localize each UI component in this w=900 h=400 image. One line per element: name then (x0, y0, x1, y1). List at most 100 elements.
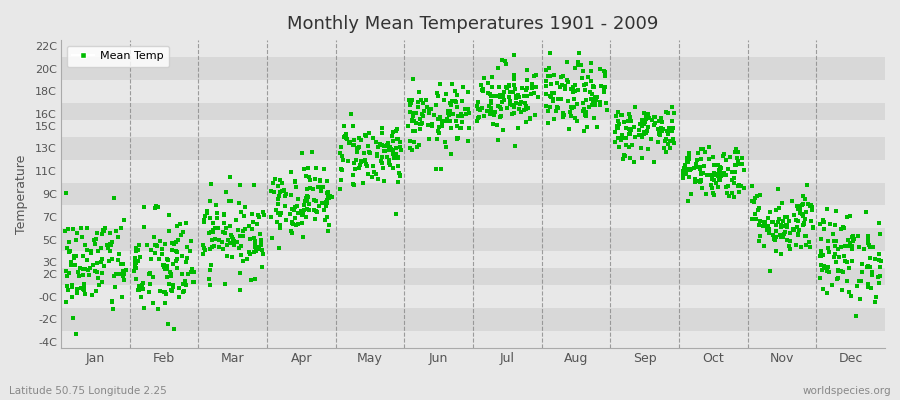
Point (840, 214, 854, 220)
Point (587, 84, 601, 90)
Point (164, 271, 178, 277)
Point (691, 150, 706, 156)
Point (715, 172, 729, 178)
Point (59, 298, 74, 305)
Point (868, 298, 883, 305)
Point (680, 158, 695, 165)
Point (220, 242, 234, 248)
Point (713, 168, 727, 175)
Point (164, 287, 178, 293)
Point (68, 252, 83, 259)
Point (491, 64, 505, 71)
Point (443, 108, 457, 115)
Point (804, 202, 818, 208)
Point (687, 165, 701, 171)
Point (284, 169, 299, 176)
Point (501, 82, 516, 88)
Point (169, 248, 184, 254)
Point (665, 118, 680, 124)
Point (583, 78, 598, 84)
Point (362, 149, 376, 156)
Point (245, 226, 259, 232)
Bar (61, 137, 885, 160)
Point (292, 196, 306, 202)
Point (616, 152, 631, 158)
Point (798, 196, 813, 202)
Point (407, 139, 421, 145)
Point (751, 206, 765, 213)
Point (492, 93, 507, 100)
Point (384, 146, 399, 152)
Point (659, 109, 673, 116)
Point (445, 98, 459, 104)
Point (270, 183, 284, 189)
Point (507, 104, 521, 110)
Point (523, 116, 537, 122)
Point (386, 165, 400, 172)
Point (307, 197, 321, 204)
Point (503, 98, 517, 104)
Point (461, 106, 475, 112)
Point (719, 183, 733, 190)
Point (65, 284, 79, 290)
Point (63, 262, 77, 268)
Point (845, 237, 859, 244)
Point (62, 270, 77, 276)
Point (231, 200, 246, 206)
Point (80, 267, 94, 273)
Point (653, 126, 668, 132)
Point (796, 220, 811, 227)
Point (80, 225, 94, 231)
Point (688, 160, 703, 167)
Point (707, 171, 722, 177)
Point (284, 206, 299, 212)
Point (820, 264, 834, 270)
Point (773, 224, 788, 230)
Point (402, 99, 417, 106)
Point (448, 88, 463, 94)
Point (229, 238, 243, 245)
Point (640, 128, 654, 134)
Point (104, 297, 119, 304)
Point (541, 120, 555, 126)
Point (680, 157, 694, 164)
Point (288, 178, 302, 185)
Point (621, 131, 635, 138)
Point (365, 135, 380, 141)
Point (825, 231, 840, 238)
Point (821, 238, 835, 244)
Point (711, 173, 725, 180)
Point (112, 250, 127, 257)
Point (130, 265, 144, 272)
Point (64, 259, 78, 265)
Point (598, 100, 613, 107)
Point (539, 103, 554, 109)
Point (94, 270, 109, 276)
Point (358, 132, 373, 139)
Point (860, 240, 875, 246)
Point (358, 132, 373, 138)
Point (634, 145, 648, 151)
Point (242, 248, 256, 255)
Point (694, 171, 708, 178)
Point (782, 243, 796, 249)
Point (153, 238, 167, 244)
Point (211, 225, 225, 232)
Point (141, 288, 156, 295)
Point (308, 175, 322, 182)
Point (713, 174, 727, 180)
Point (385, 147, 400, 153)
Point (508, 143, 522, 150)
Point (816, 286, 831, 292)
Point (169, 249, 184, 256)
Point (409, 120, 423, 126)
Point (268, 207, 283, 213)
Point (444, 125, 458, 131)
Point (236, 233, 250, 240)
Point (337, 123, 351, 130)
Point (232, 182, 247, 188)
Point (704, 182, 718, 188)
Point (206, 227, 220, 234)
Point (148, 205, 163, 212)
Point (854, 278, 868, 284)
